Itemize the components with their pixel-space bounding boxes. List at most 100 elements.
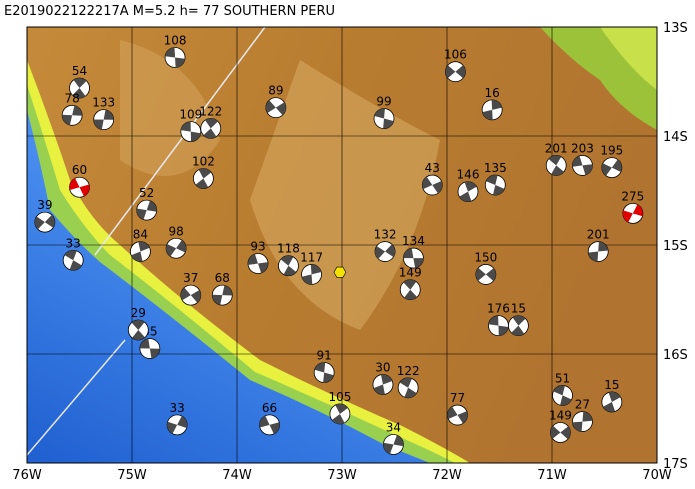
depth-label: 203 <box>571 141 594 155</box>
depth-label: 33 <box>170 401 185 415</box>
depth-label: 43 <box>425 161 440 175</box>
compression-quadrant <box>190 131 201 142</box>
focal-mechanism: 275 <box>621 189 644 224</box>
focal-mechanism: 52 <box>136 186 158 221</box>
compression-quadrant <box>131 251 143 262</box>
depth-label: 29 <box>131 306 146 320</box>
compression-quadrant <box>608 391 621 402</box>
compression-quadrant <box>399 377 412 388</box>
compression-quadrant <box>588 251 599 262</box>
compression-quadrant <box>331 413 345 425</box>
depth-label: 16 <box>485 86 500 100</box>
lon-tick-label: 70W <box>642 468 672 483</box>
compression-quadrant <box>383 118 394 129</box>
compression-quadrant <box>335 403 348 414</box>
compression-quadrant <box>258 262 268 273</box>
focal-mechanism: 91 <box>313 349 335 383</box>
compression-quadrant <box>195 178 209 189</box>
compression-quadrant <box>44 214 55 228</box>
compression-quadrant <box>550 425 561 439</box>
compression-quadrant <box>269 422 280 434</box>
compression-quadrant <box>493 185 505 196</box>
compression-quadrant <box>205 118 218 129</box>
depth-label: 60 <box>72 163 87 177</box>
focal-mechanism: 98 <box>165 224 187 259</box>
compression-quadrant <box>598 241 609 252</box>
compression-quadrant <box>375 246 386 259</box>
depth-label: 122 <box>397 364 420 378</box>
compression-quadrant <box>572 421 583 432</box>
focal-mechanism: 37 <box>180 271 202 306</box>
compression-quadrant <box>381 374 393 385</box>
compression-quadrant <box>72 105 83 116</box>
compression-quadrant <box>165 47 176 58</box>
focal-mechanism: 117 <box>300 250 323 285</box>
compression-quadrant <box>93 119 104 130</box>
compression-quadrant <box>560 426 571 440</box>
depth-label: 34 <box>386 420 401 434</box>
compression-quadrant <box>180 287 191 301</box>
focal-mechanism: 134 <box>402 234 425 269</box>
focal-mechanism: 15 <box>508 302 529 337</box>
depth-label: 93 <box>250 240 265 254</box>
compression-quadrant <box>404 289 418 300</box>
focal-mechanism: 15 <box>601 378 623 413</box>
focal-mechanism: 146 <box>457 168 479 202</box>
compression-quadrant <box>79 184 90 197</box>
focal-mechanism: 99 <box>373 95 395 129</box>
compression-quadrant <box>176 240 187 253</box>
depth-label: 122 <box>199 104 222 118</box>
compression-quadrant <box>553 385 565 396</box>
focal-mechanism: 84 <box>129 228 151 262</box>
compression-quadrant <box>572 155 583 167</box>
compression-quadrant <box>177 416 188 428</box>
depth-label: 108 <box>164 34 187 48</box>
compression-quadrant <box>180 121 191 132</box>
map-title: E2019022122217A M=5.2 h= 77 SOUTHERN PER… <box>4 4 335 19</box>
compression-quadrant <box>265 100 276 113</box>
focal-mechanism: 108 <box>164 34 187 68</box>
compression-quadrant <box>374 108 385 119</box>
depth-label: 54 <box>72 64 87 78</box>
depth-label: 135 <box>484 161 507 175</box>
focal-mechanism: 89 <box>265 84 287 119</box>
depth-label: 15 <box>604 378 619 392</box>
compression-quadrant <box>275 102 286 116</box>
compression-quadrant <box>551 165 564 176</box>
focal-mechanism: 93 <box>247 240 269 274</box>
focal-mechanism: 33 <box>62 236 84 271</box>
compression-quadrant <box>64 250 77 261</box>
focal-mechanism: 149 <box>549 408 572 443</box>
lon-tick-label: 71W <box>537 468 567 483</box>
compression-quadrant <box>632 204 643 217</box>
focal-mechanism: 149 <box>399 266 422 301</box>
focal-mechanism: 105 <box>328 390 351 425</box>
depth-label: 98 <box>168 224 183 238</box>
compression-quadrant <box>283 265 297 276</box>
compression-quadrant <box>404 387 417 398</box>
focal-mechanism: 122 <box>397 364 420 399</box>
focal-mechanism: 34 <box>383 420 404 455</box>
focal-mechanism: 30 <box>372 361 394 395</box>
depth-label: 33 <box>66 236 81 250</box>
focal-mechanism: 39 <box>34 198 56 233</box>
depth-label: 102 <box>192 155 215 169</box>
compression-quadrant <box>482 109 493 120</box>
focal-mechanism: 135 <box>484 161 507 196</box>
focal-mechanism: 27 <box>572 398 593 432</box>
focal-mechanism: 132 <box>374 228 397 262</box>
depth-label: 132 <box>374 228 397 242</box>
compression-quadrant <box>582 411 593 422</box>
depth-label: 27 <box>575 398 590 412</box>
lon-tick-label: 75W <box>117 468 147 483</box>
focal-mechanism: 51 <box>552 371 573 406</box>
depth-label: 68 <box>215 271 230 285</box>
compression-quadrant <box>175 57 185 68</box>
focal-mechanism: 176 <box>487 302 510 337</box>
depth-label: 52 <box>139 186 154 200</box>
compression-quadrant <box>512 315 526 326</box>
focal-mechanism: 102 <box>192 155 215 189</box>
compression-quadrant <box>457 411 468 424</box>
depth-label: 106 <box>444 48 467 62</box>
depth-label: 195 <box>600 144 623 158</box>
